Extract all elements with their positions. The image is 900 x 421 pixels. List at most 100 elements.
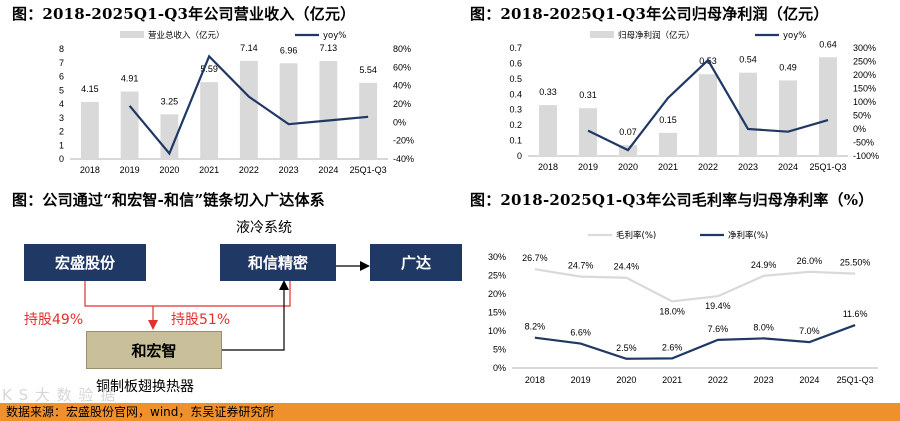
y-axis-tick-label: 0% [493,363,506,373]
bar [200,82,218,159]
data-label: 2.5% [616,343,637,353]
right-axis-tick-label: 200% [853,70,876,80]
right-axis-tick-label: 300% [853,43,876,53]
left-axis-tick-label: 5 [59,85,64,95]
bar [539,105,557,156]
data-label: 8.2% [525,322,546,332]
x-axis-tick-label: 2022 [708,375,728,385]
x-axis-tick-label: 2024 [799,375,819,385]
hexin-label: 和信精密 [248,252,308,273]
bar-data-label: 3.25 [161,96,179,106]
y-axis-tick-label: 15% [488,308,506,318]
bar-data-label: 0.33 [539,87,557,97]
data-label: 18.0% [659,306,685,316]
legend-bar-label: 归母净利润（亿元） [618,30,695,41]
right-axis-tick-label: 50% [853,111,871,121]
data-label: 7.6% [708,324,729,334]
left-axis-tick-label: 0.4 [509,89,522,99]
bar [240,61,258,159]
x-axis-tick-label: 2018 [525,375,545,385]
x-axis-tick-label: 25Q1-Q3 [350,165,387,175]
bar-data-label: 0.49 [779,62,797,72]
right-axis-tick-label: -40% [393,154,414,164]
right-axis-tick-label: 0% [853,124,866,134]
x-axis-tick-label: 2018 [538,162,558,172]
data-label: 11.6% [843,309,868,319]
bar-data-label: 4.91 [121,73,139,83]
bar [121,91,139,159]
bar [579,108,597,156]
left-axis-tick-label: 0.1 [509,136,522,146]
legend-bar-swatch [120,31,144,38]
gross-margin-line [535,269,855,301]
left-axis-tick-label: 4 [59,99,64,109]
bar [779,80,797,156]
x-axis-tick-label: 2018 [80,165,100,175]
data-label: 26.7% [522,253,548,263]
y-axis-tick-label: 30% [488,252,506,262]
supply-arrowhead-icon [279,280,289,290]
x-axis-tick-label: 2021 [199,165,219,175]
left-axis-tick-label: 8 [59,44,64,54]
left-axis-tick-label: 0.6 [509,58,522,68]
left-axis-tick-label: 0.3 [509,105,522,115]
bar [81,102,99,159]
x-axis-tick-label: 2021 [658,162,678,172]
right-axis-tick-label: 60% [393,62,411,72]
bar-data-label: 6.96 [280,45,298,55]
x-axis-tick-label: 2023 [754,375,774,385]
bar-data-label: 5.54 [359,65,377,75]
x-axis-tick-label: 25Q1-Q3 [837,375,874,385]
legend-bar-label: 营业总收入（亿元） [148,30,225,41]
data-label: 25.50% [840,258,871,268]
y-axis-tick-label: 20% [488,289,506,299]
quanta-box: 广达 [370,244,462,281]
left-axis-tick-label: 0.5 [509,74,522,84]
left-axis-tick-label: 0.2 [509,120,522,130]
source-footer: 数据来源：宏盛股份官网，wind，东吴证券研究所 [0,403,900,421]
hold-49-label: 持股49% [24,309,83,329]
bar [280,63,298,159]
bar [319,61,337,159]
margin-chart: 0% 5% 10% 15% 20% 25% 30% 2018 2019 2020 2021 2022 2… [488,230,878,385]
right-axis-tick-label: 80% [393,44,411,54]
quanta-label: 广达 [401,252,431,273]
left-axis-tick-label: 0.7 [509,43,522,53]
bar-data-label: 0.31 [579,90,597,100]
legend-line-label: yoy% [783,31,806,41]
hongsheng-label: 宏盛股份 [55,252,115,273]
left-axis-tick-label: 0 [59,154,64,164]
bar [739,73,757,156]
x-axis-tick-label: 2024 [318,165,338,175]
right-axis-tick-label: 20% [393,99,411,109]
x-axis-tick-label: 2019 [120,165,140,175]
hold-51-label: 持股51% [171,309,230,329]
data-label: 24.4% [614,262,640,272]
right-axis-tick-label: 100% [853,97,876,107]
x-axis-tick-label: 2022 [698,162,718,172]
bar-data-label: 7.14 [240,43,258,53]
data-label: 6.6% [570,328,591,338]
left-axis-tick-label: 6 [59,72,64,82]
bar-data-label: 0.07 [619,127,637,137]
right-axis-tick-label: -20% [393,136,414,146]
x-axis-tick-label: 2023 [738,162,758,172]
y-axis-tick-label: 25% [488,271,506,281]
data-label: 8.0% [753,322,774,332]
left-axis-tick-label: 3 [59,113,64,123]
x-axis-tick-label: 2020 [618,162,638,172]
data-label: 19.4% [705,301,731,311]
source-text: 数据来源：宏盛股份官网，wind，东吴证券研究所 [6,405,274,419]
x-axis-tick-label: 25Q1-Q3 [809,162,846,172]
right-axis-tick-label: -100% [853,151,879,161]
bar-data-label: 0.64 [819,39,837,49]
right-axis-tick-label: 150% [853,84,876,94]
data-label: 26.0% [797,256,823,266]
right-axis-tick-label: 0% [393,117,406,127]
left-axis-tick-label: 0 [517,151,522,161]
y-axis-tick-label: 5% [493,345,506,355]
x-axis-tick-label: 2019 [578,162,598,172]
bar [819,57,837,156]
data-label: 24.9% [751,260,777,270]
right-axis-tick-label: -50% [853,138,874,148]
